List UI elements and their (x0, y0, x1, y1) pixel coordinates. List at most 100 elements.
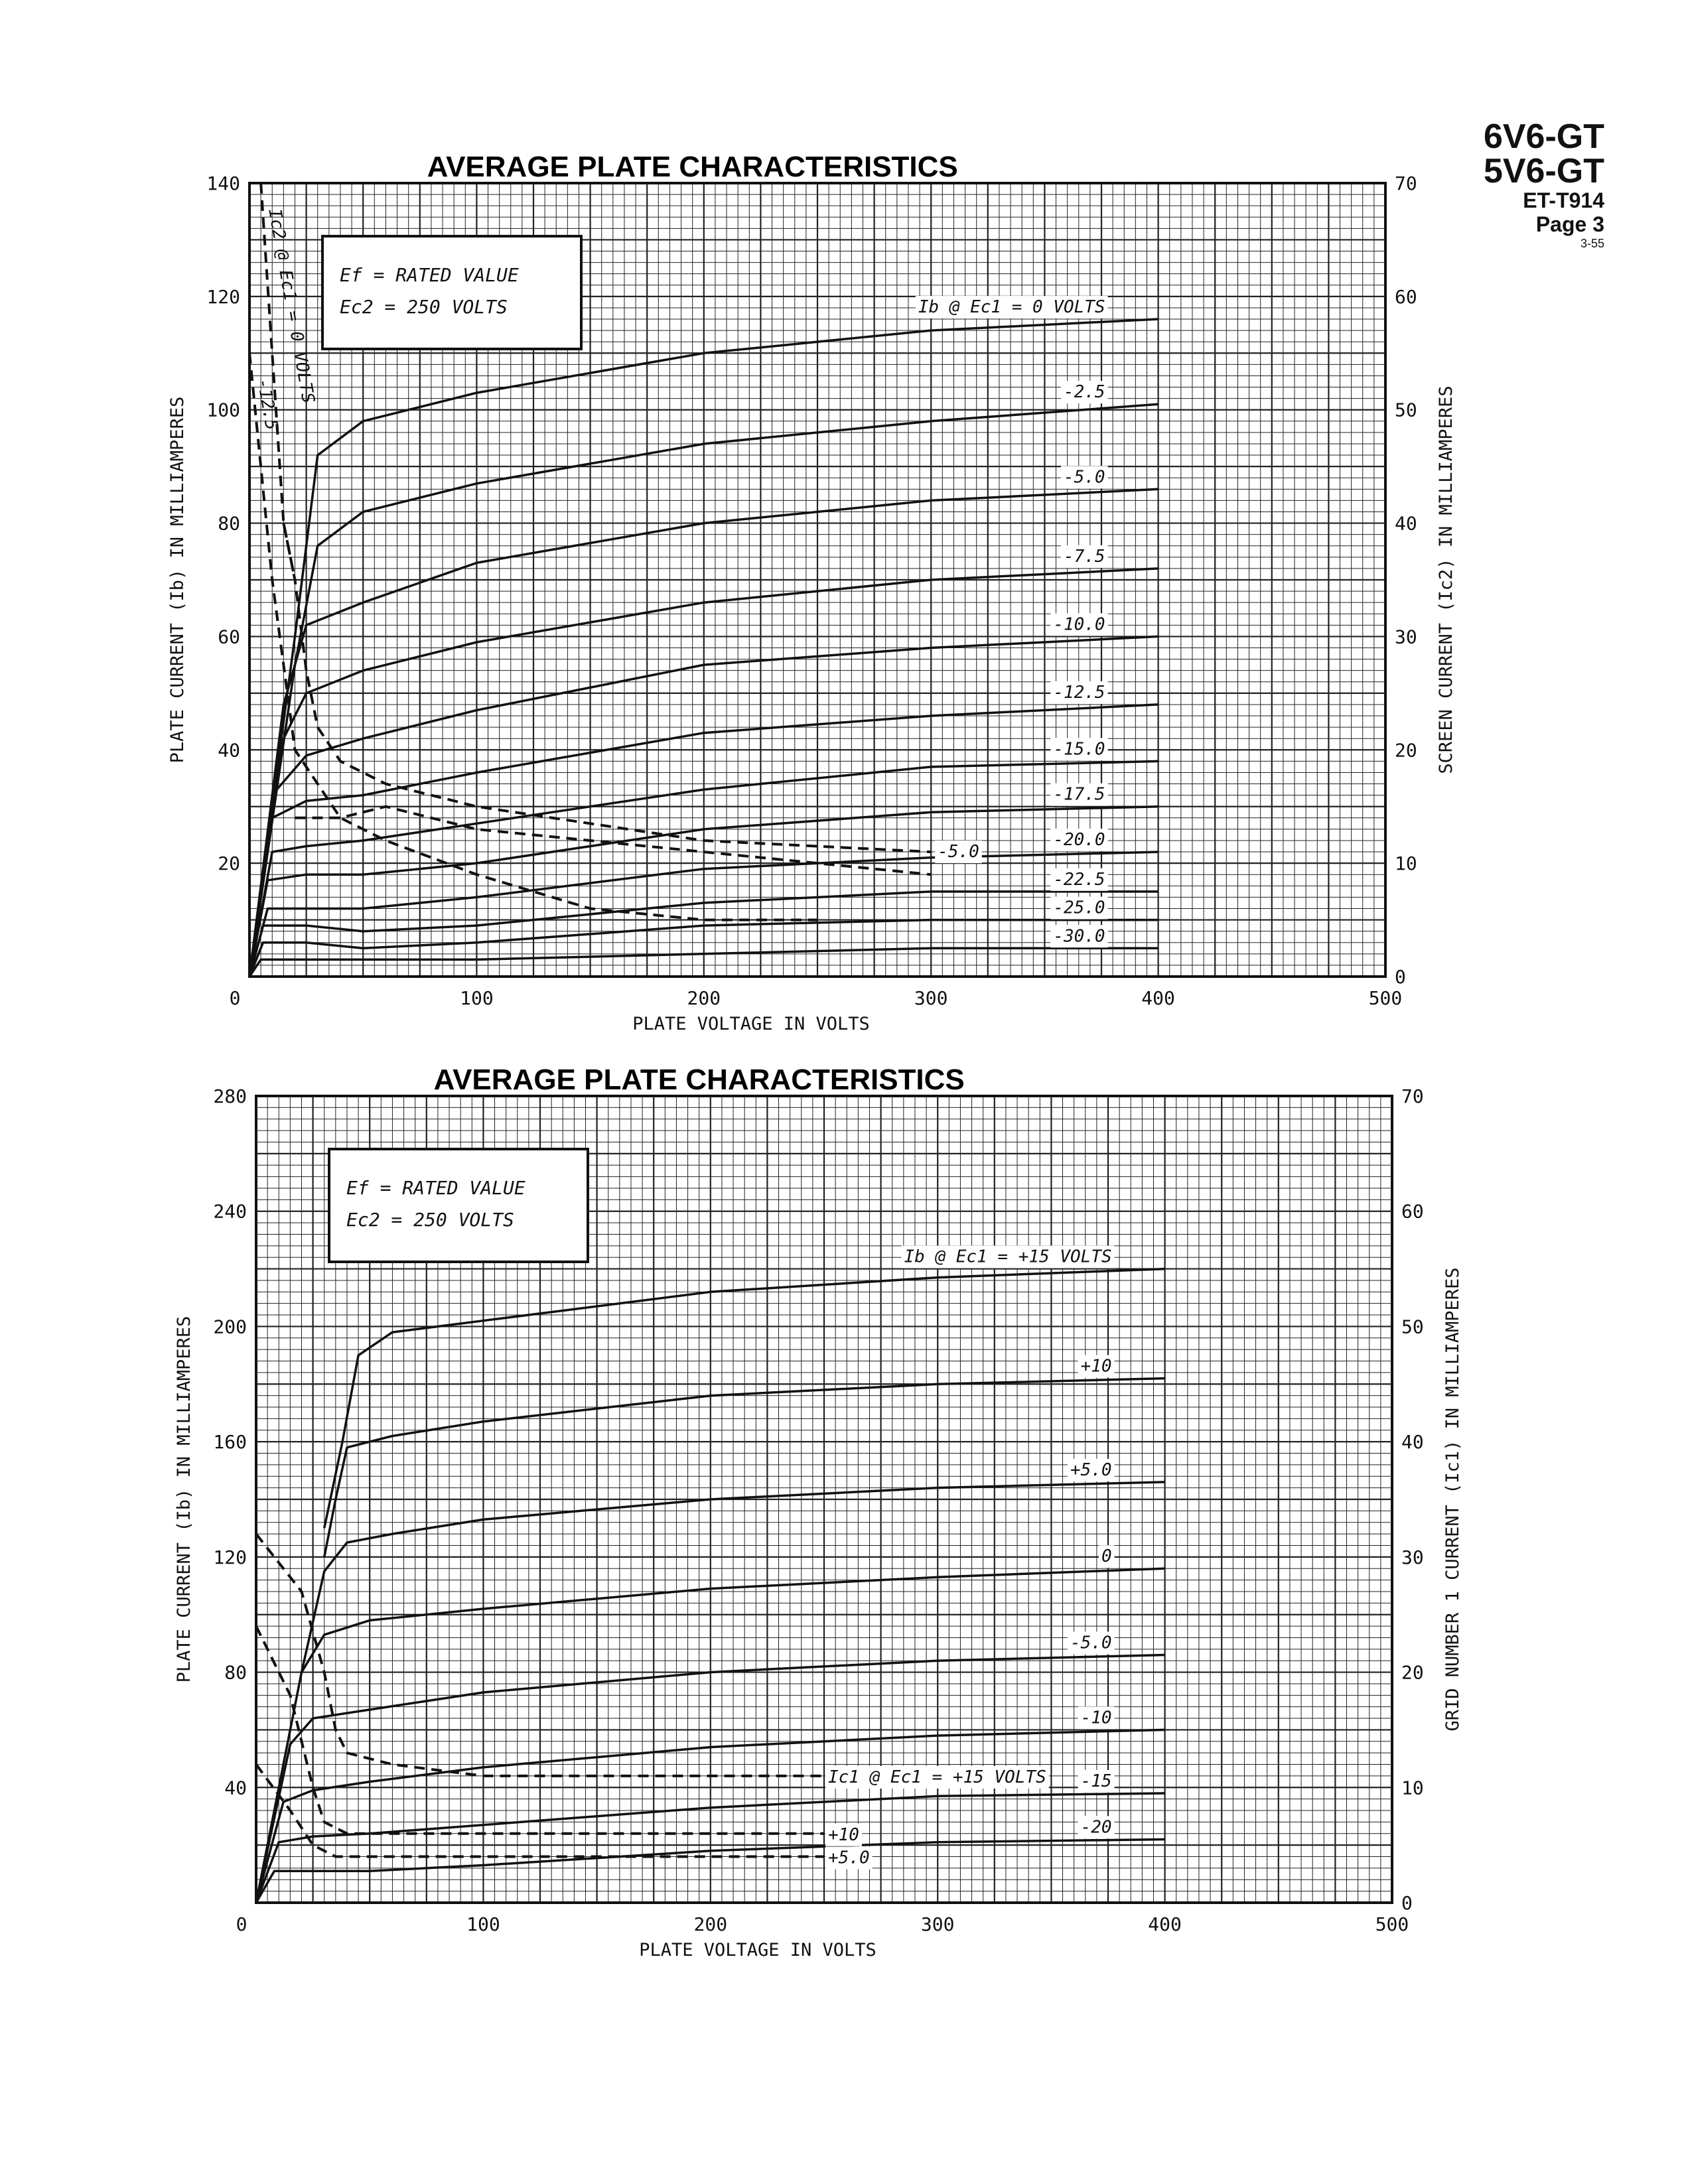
curve-label: -30.0 (1053, 926, 1105, 946)
y2-tick-label: 60 (1401, 1201, 1424, 1223)
curve-label-background (1050, 613, 1108, 636)
curve-label-background (1050, 868, 1108, 891)
conditions-box (328, 1148, 589, 1263)
x-axis-label: PLATE VOLTAGE IN VOLTS (632, 1014, 870, 1034)
page-number: Page 3 (1535, 212, 1604, 236)
x-tick-label: 400 (1141, 987, 1175, 1009)
y2-tick-label: 60 (1395, 286, 1417, 308)
x-tick-label: 500 (1375, 1913, 1409, 1935)
solid-curve-6 (248, 703, 1158, 977)
curve-label-background (1067, 1631, 1115, 1655)
curve-label: -7.5 (1064, 547, 1105, 567)
y-tick-label: 160 (213, 1431, 247, 1453)
plot-frame (248, 182, 1387, 978)
curve-label: -12.5 (1053, 683, 1105, 703)
curve-label: -22.5 (1053, 870, 1105, 890)
solid-curve-4 (255, 1567, 1165, 1903)
solid-curve-2 (248, 403, 1158, 977)
y2-tick-label: 0 (1395, 966, 1406, 988)
solid-curve-9 (248, 851, 1158, 977)
curve-label-background (825, 1846, 873, 1870)
y-tick-label: 80 (224, 1662, 247, 1684)
curve-label: -2.5 (1064, 382, 1105, 402)
y2-tick-label: 70 (1401, 1085, 1424, 1107)
solid-curve-5 (248, 635, 1158, 977)
curve-label-background (1060, 545, 1108, 568)
y2-tick-label: 40 (1401, 1431, 1424, 1453)
y-tick-label: 40 (218, 739, 240, 761)
x-tick-label: 100 (466, 1913, 500, 1935)
solid-curve-12 (248, 947, 1158, 977)
plot-frame (255, 1095, 1393, 1904)
curve-label: Ib @ Ec1 = +15 VOLTS (904, 1247, 1112, 1267)
curve-label: -20 (1081, 1817, 1112, 1837)
curve-label: +10 (1081, 1357, 1112, 1377)
dashed-curve-10 (255, 1625, 824, 1835)
x-tick-label: 200 (694, 1913, 728, 1935)
solid-curve-5 (255, 1653, 1165, 1903)
y-tick-label: 80 (218, 513, 240, 535)
curve-label-background (1067, 1458, 1115, 1481)
y-axis-label: PLATE CURRENT (Ib) IN MILLIAMPERES (174, 1316, 194, 1683)
x-tick-label: 500 (1369, 987, 1403, 1009)
y-tick-label: 120 (213, 1546, 247, 1568)
y2-tick-label: 10 (1395, 853, 1417, 874)
y2-tick-label: 10 (1401, 1777, 1424, 1799)
curve-label: -10.0 (1053, 614, 1105, 634)
y-tick-label: 60 (218, 626, 240, 648)
curve-label: -15 (1081, 1771, 1112, 1791)
x-axis-label: PLATE VOLTAGE IN VOLTS (639, 1940, 877, 1960)
dashed-curve-9 (255, 1533, 824, 1777)
y2-tick-label: 30 (1395, 626, 1417, 648)
y-tick-label: 120 (206, 286, 240, 308)
y-tick-label: 140 (206, 172, 240, 194)
tube-type-secondary: 5V6-GT (1483, 152, 1604, 190)
x-tick-label: 0 (230, 987, 241, 1009)
curve-label: -25.0 (1053, 898, 1105, 918)
curve-label-background (901, 1245, 1115, 1268)
dashed-curve-13 (259, 182, 297, 580)
curve-label: +5.0 (828, 1848, 870, 1868)
curve-label: +5.0 (1070, 1460, 1112, 1480)
curve-label: -17.5 (1053, 785, 1105, 805)
curve-label-background (915, 296, 1108, 319)
curve-label-background (1050, 738, 1108, 761)
y2-tick-label: 20 (1401, 1662, 1424, 1684)
y-tick-label: 100 (206, 399, 240, 421)
y2-tick-label: 70 (1395, 172, 1417, 194)
y2-tick-label: 0 (1401, 1892, 1413, 1914)
solid-curve-7 (248, 760, 1158, 977)
solid-curve-6 (255, 1728, 1165, 1903)
curve-label-background (1078, 1355, 1115, 1378)
dashed-curve-11 (255, 1763, 824, 1858)
curve-label: Ic1 @ Ec1 = +15 VOLTS (828, 1767, 1046, 1787)
curve-label: 0 (1101, 1546, 1112, 1566)
x-tick-label: 300 (914, 987, 948, 1009)
condition-text: Ef = RATED VALUE (340, 264, 519, 286)
curve-label-background (1060, 381, 1108, 404)
chart-title: AVERAGE PLATE CHARACTERISTICS (434, 1063, 965, 1096)
curve-label: +10 (828, 1825, 859, 1845)
dashed-curve-16 (295, 805, 932, 876)
x-tick-label: 400 (1148, 1913, 1182, 1935)
curve-label-background (1050, 829, 1108, 852)
curve-label-background (1060, 466, 1108, 489)
solid-curve-3 (300, 1481, 1165, 1672)
curve-label-background (1050, 925, 1108, 948)
solid-curve-8 (255, 1838, 1165, 1903)
curve-label: -5.0 (1070, 1633, 1112, 1653)
x-tick-label: 100 (460, 987, 494, 1009)
curve-label: -10 (1081, 1708, 1112, 1728)
condition-text: Ec2 = 250 VOLTS (340, 296, 508, 318)
y2-axis-label: GRID NUMBER 1 CURRENT (Ic1) IN MILLIAMPE… (1442, 1268, 1463, 1732)
condition-text: Ef = RATED VALUE (346, 1177, 526, 1199)
y-tick-label: 40 (224, 1777, 247, 1799)
x-tick-label: 200 (687, 987, 721, 1009)
solid-curve-8 (248, 805, 1158, 977)
curve-label-background (1098, 1545, 1115, 1568)
y2-axis-label: SCREEN CURRENT (Ic2) IN MILLIAMPERES (1436, 385, 1456, 774)
tube-type-primary: 6V6-GT (1483, 117, 1604, 156)
y2-tick-label: 40 (1395, 513, 1417, 535)
